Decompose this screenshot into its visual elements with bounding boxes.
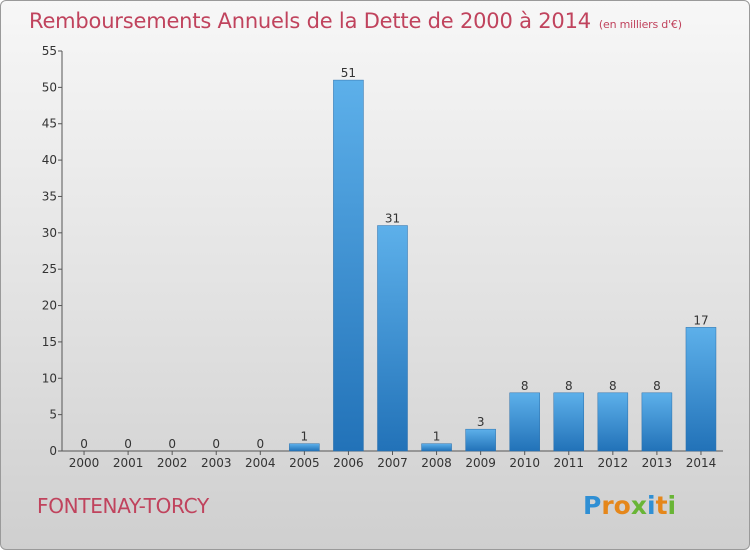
chart-title: Remboursements Annuels de la Dette de 20…: [29, 9, 682, 33]
city-name: FONTENAY-TORCY: [37, 494, 209, 518]
data-label: 1: [301, 430, 309, 444]
y-tick-label: 20: [42, 299, 57, 313]
y-tick-label: 25: [42, 262, 57, 276]
x-tick-label: 2002: [157, 456, 188, 470]
data-label: 3: [477, 415, 485, 429]
chart-subtitle: (en milliers d'€): [598, 18, 682, 31]
x-tick-label: 2007: [377, 456, 408, 470]
bar: [289, 443, 320, 452]
y-tick-label: 15: [42, 335, 57, 349]
proxiti-logo: Proxiti: [583, 491, 676, 520]
bar: [641, 392, 673, 452]
y-tick-label: 0: [49, 444, 57, 458]
x-tick-label: 2004: [245, 456, 276, 470]
bar: [597, 392, 629, 452]
x-tick-label: 2003: [201, 456, 232, 470]
logo-letter: i: [667, 491, 677, 520]
logo-letter: x: [630, 491, 647, 520]
logo-letter: i: [647, 491, 656, 520]
data-label: 31: [385, 212, 400, 226]
data-label: 0: [124, 437, 132, 451]
bar: [377, 225, 408, 452]
labels: 2000 0 2001 0 2002 0 2003 0 2004 0 2005 1 2006 51 2007…: [69, 66, 716, 470]
data-label: 1: [433, 430, 441, 444]
y-tick-label: 10: [42, 371, 57, 385]
data-label: 0: [168, 437, 176, 451]
bar: [333, 79, 364, 452]
x-tick-label: 2011: [553, 456, 584, 470]
bar: [553, 392, 585, 452]
y-tick-label: 55: [42, 44, 57, 58]
x-tick-label: 2008: [421, 456, 452, 470]
y-tick-label: 45: [42, 117, 57, 131]
data-label: 8: [565, 379, 573, 393]
y-tick-label: 40: [42, 153, 57, 167]
y-tick-label: 35: [42, 189, 57, 203]
bar: [421, 443, 452, 452]
data-label: 0: [212, 437, 220, 451]
data-label: 51: [341, 66, 356, 80]
x-tick-label: 2014: [686, 456, 717, 470]
logo-letter: r: [601, 491, 614, 520]
y-tick-label: 30: [42, 226, 57, 240]
data-label: 0: [256, 437, 264, 451]
data-label: 0: [80, 437, 88, 451]
logo-letter: P: [583, 491, 602, 520]
bars: [289, 79, 717, 452]
y-tick-label: 5: [49, 408, 57, 422]
x-tick-label: 2005: [289, 456, 320, 470]
x-tick-label: 2009: [465, 456, 496, 470]
y-tick-label: 50: [42, 80, 57, 94]
bar: [509, 392, 540, 452]
chart-title-text: Remboursements Annuels de la Dette de 20…: [29, 9, 591, 33]
logo-letter: o: [613, 491, 631, 520]
x-tick-label: 2006: [333, 456, 364, 470]
data-label: 17: [693, 313, 708, 327]
bar: [685, 327, 717, 452]
bar: [465, 428, 496, 452]
data-label: 8: [521, 379, 529, 393]
data-label: 8: [653, 379, 661, 393]
x-tick-label: 2000: [69, 456, 100, 470]
x-tick-label: 2013: [642, 456, 673, 470]
x-tick-label: 2001: [113, 456, 144, 470]
x-tick-label: 2010: [509, 456, 540, 470]
data-label: 8: [609, 379, 617, 393]
logo-letter: t: [655, 491, 668, 520]
x-tick-label: 2012: [598, 456, 629, 470]
